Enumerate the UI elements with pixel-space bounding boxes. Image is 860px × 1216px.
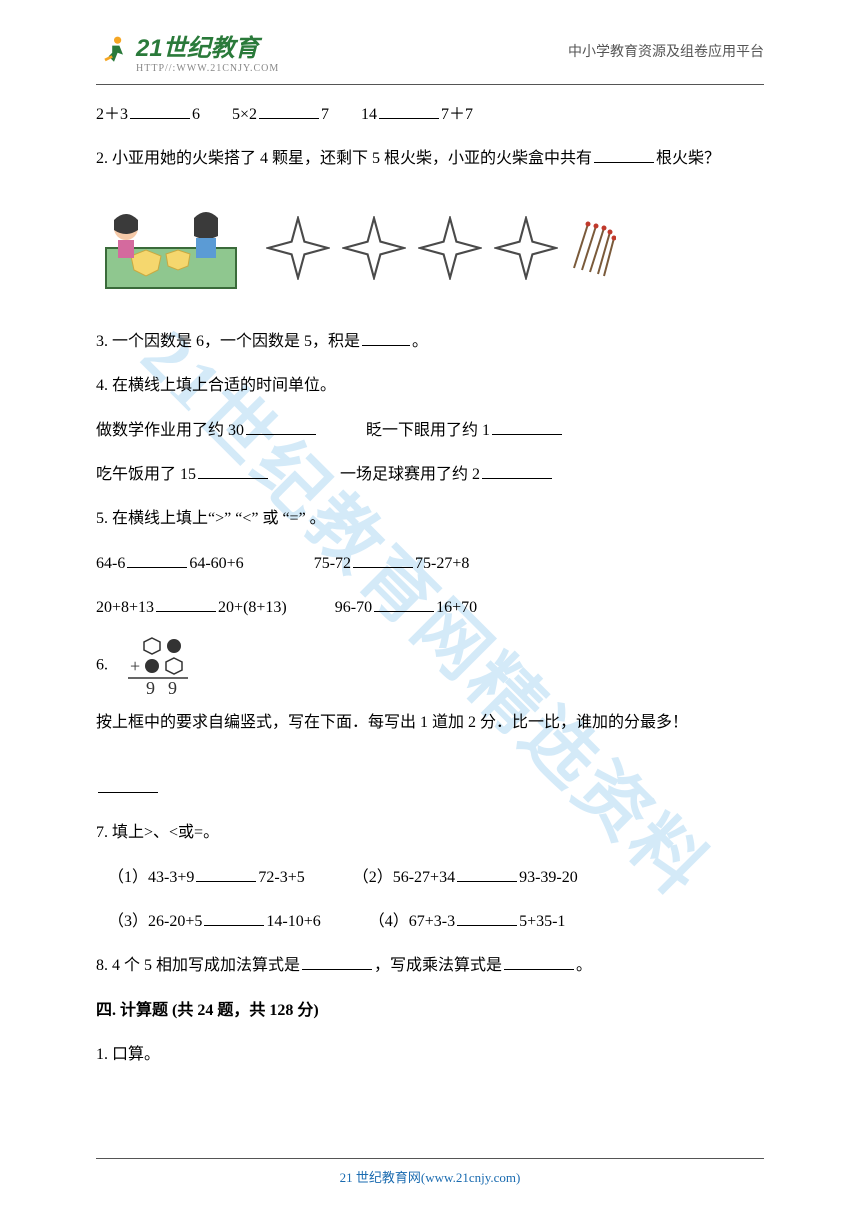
- q4-row1: 做数学作业用了约 30 眨一下眼用了约 1: [96, 412, 764, 450]
- q5-r2a: 20+8+13: [96, 599, 154, 616]
- star-icon: [418, 216, 482, 280]
- q7-r2d: 5+35-1: [519, 913, 565, 930]
- blank[interactable]: [379, 101, 439, 119]
- star-icon: [494, 216, 558, 280]
- section-4-title: 四. 计算题 (共 24 题，共 128 分): [96, 992, 764, 1030]
- q8-a: 8. 4 个 5 相加写成加法算式是: [96, 957, 300, 974]
- blank[interactable]: [457, 864, 517, 882]
- svg-text:+: +: [130, 656, 140, 676]
- blank[interactable]: [246, 417, 316, 435]
- blank[interactable]: [594, 145, 654, 163]
- q8-c: 。: [576, 957, 592, 974]
- svg-text:9: 9: [168, 678, 177, 698]
- q2-illustration: [96, 193, 764, 303]
- blank[interactable]: [302, 952, 372, 970]
- blank[interactable]: [259, 101, 319, 119]
- q7-r2c: （4）67+3-3: [369, 913, 455, 930]
- star-icon: [342, 216, 406, 280]
- q7-title: 7. 填上>、<或=。: [96, 814, 764, 852]
- blank[interactable]: [98, 775, 158, 793]
- q6-vertical-addition-icon: + 9 9: [120, 634, 200, 698]
- blank[interactable]: [457, 908, 517, 926]
- q7-row2: （3）26-20+5 14-10+6 （4）67+3-3 5+35-1: [96, 903, 764, 941]
- q7-r1d: 93-39-20: [519, 869, 578, 886]
- q1-a: 2＋3: [96, 106, 128, 123]
- q6-answer-blank: [96, 770, 764, 808]
- q7-r2a: （3）26-20+5: [108, 913, 202, 930]
- q1-b: 6: [192, 106, 200, 123]
- blank[interactable]: [362, 328, 410, 346]
- blank[interactable]: [374, 594, 434, 612]
- q7-r1a: （1）43-3+9: [108, 869, 194, 886]
- q6-line: 6. + 9 9: [96, 634, 764, 698]
- header-right-text: 中小学教育资源及组卷应用平台: [568, 41, 764, 61]
- section4-q1: 1. 口算。: [96, 1036, 764, 1074]
- blank[interactable]: [156, 594, 216, 612]
- kids-at-table-icon: [96, 198, 246, 298]
- q1-item-2: 5×2 7: [232, 96, 329, 134]
- logo: 21世纪教育 HTTP//:WWW.21CNJY.COM: [96, 28, 279, 74]
- q2-prefix: 2. 小亚用她的火柴搭了 4 颗星，还剩下 5 根火柴，小亚的火柴盒中共有: [96, 150, 592, 167]
- logo-main-text: 21世纪教育: [136, 28, 279, 63]
- logo-runner-icon: [96, 33, 132, 69]
- stars-row: [266, 216, 616, 280]
- q1-d: 7: [321, 106, 329, 123]
- q3-a: 3. 一个因数是 6，一个因数是 5，积是: [96, 333, 360, 350]
- blank[interactable]: [196, 864, 256, 882]
- q5-r1c: 75-72: [314, 555, 351, 572]
- q7-r1b: 72-3+5: [258, 869, 304, 886]
- q6-label: 6.: [96, 656, 108, 673]
- q4-row2: 吃午饭用了 15 一场足球赛用了约 2: [96, 456, 764, 494]
- q8-line: 8. 4 个 5 相加写成加法算式是 ，写成乘法算式是 。: [96, 947, 764, 985]
- q5-r2c: 96-70: [335, 599, 372, 616]
- blank[interactable]: [204, 908, 264, 926]
- q1-row: 2＋3 6 5×2 7 14 7＋7: [96, 96, 764, 134]
- q5-row1: 64-6 64-60+6 75-72 75-27+8: [96, 545, 764, 583]
- blank[interactable]: [198, 461, 268, 479]
- svg-text:9: 9: [146, 678, 155, 698]
- q4-r1a: 做数学作业用了约 30: [96, 422, 244, 439]
- page-header: 21世纪教育 HTTP//:WWW.21CNJY.COM 中小学教育资源及组卷应…: [96, 28, 764, 85]
- blank[interactable]: [482, 461, 552, 479]
- q5-title: 5. 在横线上填上“>” “<” 或 “=” 。: [96, 500, 764, 538]
- q2-suffix: 根火柴？: [656, 150, 720, 167]
- logo-sub-text: HTTP//:WWW.21CNJY.COM: [136, 63, 279, 74]
- logo-text-block: 21世纪教育 HTTP//:WWW.21CNJY.COM: [136, 28, 279, 74]
- blank[interactable]: [130, 101, 190, 119]
- q5-r1b: 64-60+6: [189, 555, 243, 572]
- q3-b: 。: [412, 333, 428, 350]
- q7-r2b: 14-10+6: [266, 913, 320, 930]
- q2-line: 2. 小亚用她的火柴搭了 4 颗星，还剩下 5 根火柴，小亚的火柴盒中共有 根火柴…: [96, 140, 764, 178]
- blank[interactable]: [353, 550, 413, 568]
- q1-item-1: 2＋3 6: [96, 96, 200, 134]
- q8-b: ，写成乘法算式是: [374, 957, 502, 974]
- matches-icon: [570, 218, 616, 278]
- q4-r1b: 眨一下眼用了约 1: [366, 422, 490, 439]
- blank[interactable]: [504, 952, 574, 970]
- q1-f: 7＋7: [441, 106, 473, 123]
- q1-c: 5×2: [232, 106, 257, 123]
- blank[interactable]: [492, 417, 562, 435]
- q4-title: 4. 在横线上填上合适的时间单位。: [96, 367, 764, 405]
- q5-r1a: 64-6: [96, 555, 125, 572]
- q4-r2a: 吃午饭用了 15: [96, 466, 196, 483]
- q3-line: 3. 一个因数是 6，一个因数是 5，积是 。: [96, 323, 764, 361]
- q1-e: 14: [361, 106, 377, 123]
- q5-row2: 20+8+13 20+(8+13) 96-70 16+70: [96, 589, 764, 627]
- q5-r2b: 20+(8+13): [218, 599, 287, 616]
- q4-r2b: 一场足球赛用了约 2: [340, 466, 480, 483]
- q7-row1: （1）43-3+9 72-3+5 （2）56-27+34 93-39-20: [96, 859, 764, 897]
- blank[interactable]: [127, 550, 187, 568]
- q6-desc: 按上框中的要求自编竖式，写在下面．每写出 1 道加 2 分．比一比，谁加的分最多…: [96, 704, 764, 742]
- star-icon: [266, 216, 330, 280]
- q7-r1c: （2）56-27+34: [353, 869, 455, 886]
- q5-r1d: 75-27+8: [415, 555, 469, 572]
- q5-r2d: 16+70: [436, 599, 477, 616]
- q1-item-3: 14 7＋7: [361, 96, 473, 134]
- content-area: 2＋3 6 5×2 7 14 7＋7 2. 小亚用她的火柴搭了 4 颗星，还剩下 5 …: [96, 96, 764, 1081]
- page-footer: 21 世纪教育网(www.21cnjy.com): [96, 1158, 764, 1186]
